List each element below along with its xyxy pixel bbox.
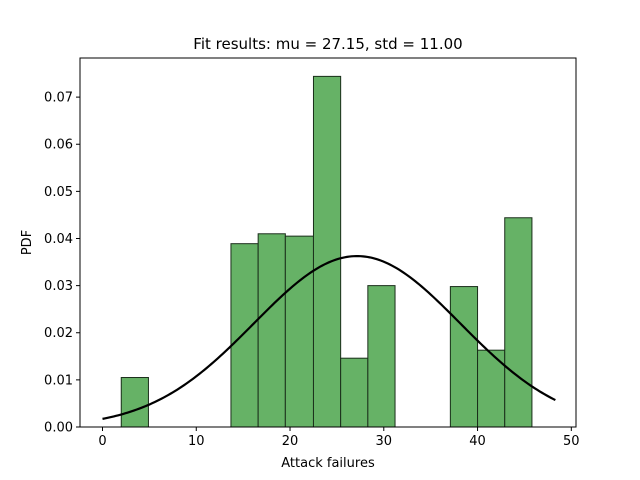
y-tick-label: 0.07 bbox=[44, 91, 73, 106]
y-tick-label: 0.06 bbox=[44, 138, 73, 153]
histogram-bar-4 bbox=[284, 235, 314, 428]
y-tick-label: 0.05 bbox=[44, 185, 73, 200]
histogram-bar-3 bbox=[257, 233, 286, 428]
x-axis-label: Attack failures bbox=[281, 456, 375, 471]
chart-title: Fit results: mu = 27.15, std = 11.00 bbox=[193, 35, 462, 53]
y-axis-label: PDF bbox=[20, 230, 35, 255]
histogram-bar-10 bbox=[504, 217, 533, 428]
x-tick-label: 20 bbox=[282, 434, 299, 449]
x-tick-label: 10 bbox=[188, 434, 205, 449]
bars-group bbox=[120, 75, 533, 428]
x-tick-label: 40 bbox=[469, 434, 486, 449]
fit-curve bbox=[102, 254, 556, 420]
x-tick-label: 0 bbox=[98, 434, 106, 449]
y-tick-label: 0.02 bbox=[44, 326, 73, 341]
y-axis: 0.00 0.01 0.02 0.03 0.04 0.05 0.06 0.07 bbox=[44, 91, 80, 436]
y-tick-label: 0.03 bbox=[44, 279, 73, 294]
x-tick-label: 50 bbox=[563, 434, 580, 449]
histogram-bar-7 bbox=[367, 285, 396, 428]
y-tick-label: 0.01 bbox=[44, 373, 73, 388]
y-tick-label: 0.00 bbox=[44, 421, 73, 436]
y-tick-label: 0.04 bbox=[44, 232, 73, 247]
histogram-bar-5 bbox=[312, 75, 342, 428]
histogram-bar-6 bbox=[340, 357, 369, 428]
plot-frame bbox=[79, 57, 577, 428]
histogram-bar-1 bbox=[120, 377, 149, 428]
histogram-bar-2 bbox=[230, 243, 259, 428]
x-tick-label: 30 bbox=[376, 434, 393, 449]
histogram-bar-8 bbox=[449, 286, 479, 428]
x-axis: 0 10 20 30 40 50 bbox=[98, 427, 580, 449]
